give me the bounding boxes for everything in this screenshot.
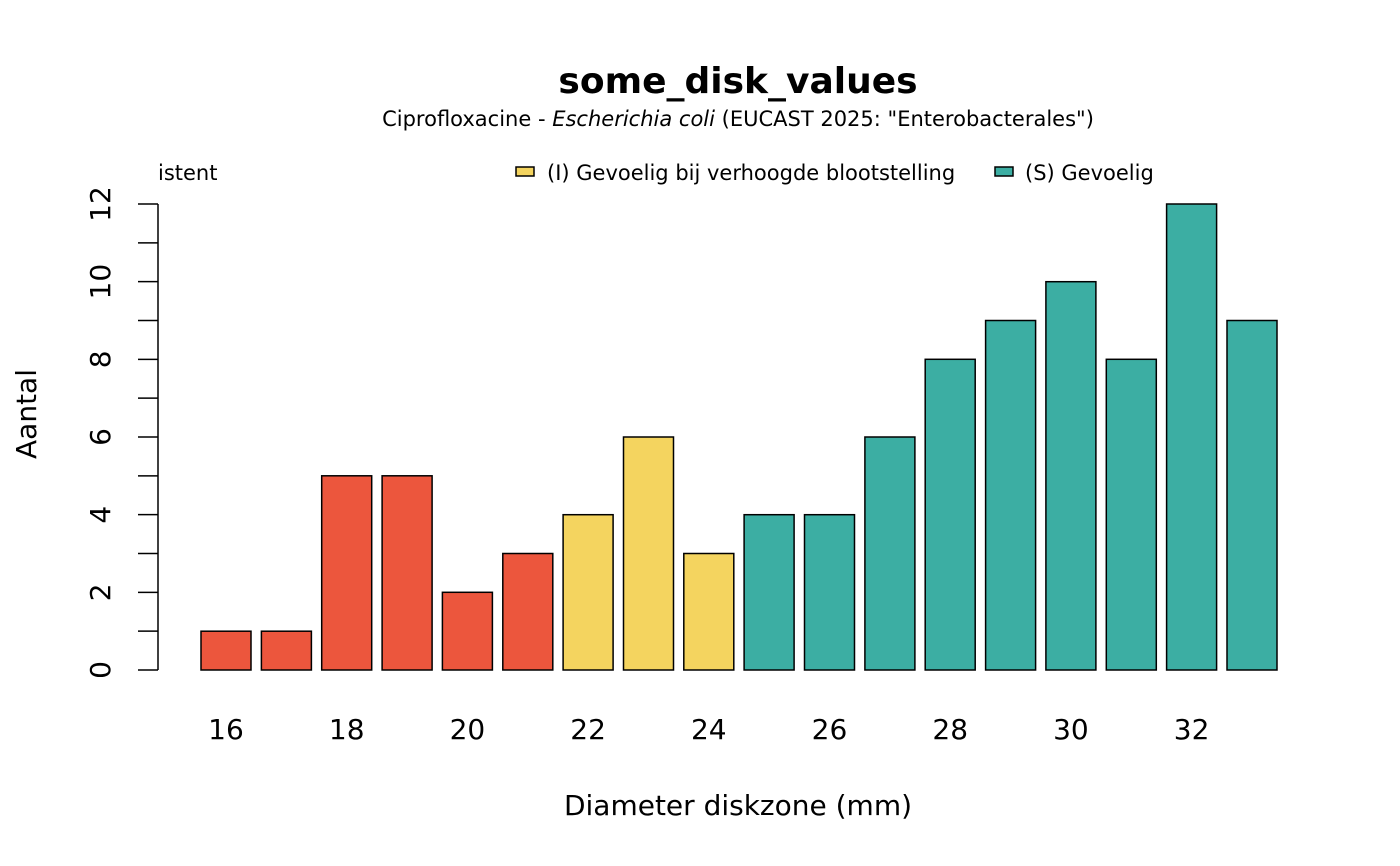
x-tick-label: 28 xyxy=(932,713,968,746)
x-tick-label: 16 xyxy=(208,713,244,746)
y-axis: 0 2 4 6 8 10 12 xyxy=(84,186,159,679)
bars xyxy=(200,203,1278,671)
subtitle-separator: - xyxy=(531,107,552,131)
x-tick-label: 32 xyxy=(1174,713,1210,746)
legend: istent (I) Gevoelig bij verhoogde blootst… xyxy=(158,161,1154,185)
bar-27 xyxy=(864,436,916,671)
legend-swatch-susceptible xyxy=(994,166,1014,177)
bar-19 xyxy=(381,475,433,671)
subtitle-drug: Ciprofloxacine xyxy=(382,107,531,131)
bar-33 xyxy=(1226,319,1278,671)
x-tick-label: 18 xyxy=(329,713,365,746)
bar-30 xyxy=(1045,280,1097,671)
bar-18 xyxy=(320,475,373,671)
bar-28 xyxy=(924,358,976,671)
bar-23 xyxy=(622,436,675,671)
bar-21 xyxy=(502,552,554,671)
legend-label-susceptible: (S) Gevoelig xyxy=(1025,161,1154,185)
bar-16 xyxy=(200,630,252,671)
subtitle-guideline: (EUCAST 2025: "Enterobacterales") xyxy=(715,107,1094,131)
y-tick-label: 8 xyxy=(84,350,117,368)
legend-label-resistant: istent xyxy=(158,161,217,185)
bar-32 xyxy=(1165,203,1218,671)
y-tick-label: 2 xyxy=(84,583,117,601)
x-axis-label: Diameter diskzone (mm) xyxy=(564,789,912,822)
y-axis-label: Aantal xyxy=(10,369,43,459)
bar-29 xyxy=(984,319,1037,671)
x-tick-label: 20 xyxy=(450,713,486,746)
y-tick-label: 10 xyxy=(84,264,117,300)
bar-24 xyxy=(683,552,735,671)
x-tick-label: 22 xyxy=(570,713,606,746)
legend-swatch-intermediate xyxy=(515,166,535,177)
bar-20 xyxy=(441,591,494,671)
legend-label-intermediate: (I) Gevoelig bij verhoogde blootstelling xyxy=(547,161,955,185)
x-axis: 16 18 20 22 24 26 28 30 32 xyxy=(208,713,1209,746)
subtitle-organism: Escherichia coli xyxy=(552,107,715,131)
bar-25 xyxy=(743,513,795,671)
x-tick-label: 26 xyxy=(812,713,848,746)
bar-31 xyxy=(1105,358,1158,671)
x-tick-label: 30 xyxy=(1053,713,1089,746)
bar-17 xyxy=(260,630,313,671)
bar-26 xyxy=(803,513,856,671)
x-tick-label: 24 xyxy=(691,713,727,746)
chart-title: some_disk_values xyxy=(558,61,917,102)
y-tick-label: 6 xyxy=(84,428,117,446)
y-tick-label: 4 xyxy=(84,506,117,524)
y-tick-label: 12 xyxy=(84,186,117,222)
chart-subtitle: Ciprofloxacine - Escherichia coli (EUCAS… xyxy=(382,107,1094,131)
bar-22 xyxy=(562,513,614,671)
y-tick-label: 0 xyxy=(84,661,117,679)
